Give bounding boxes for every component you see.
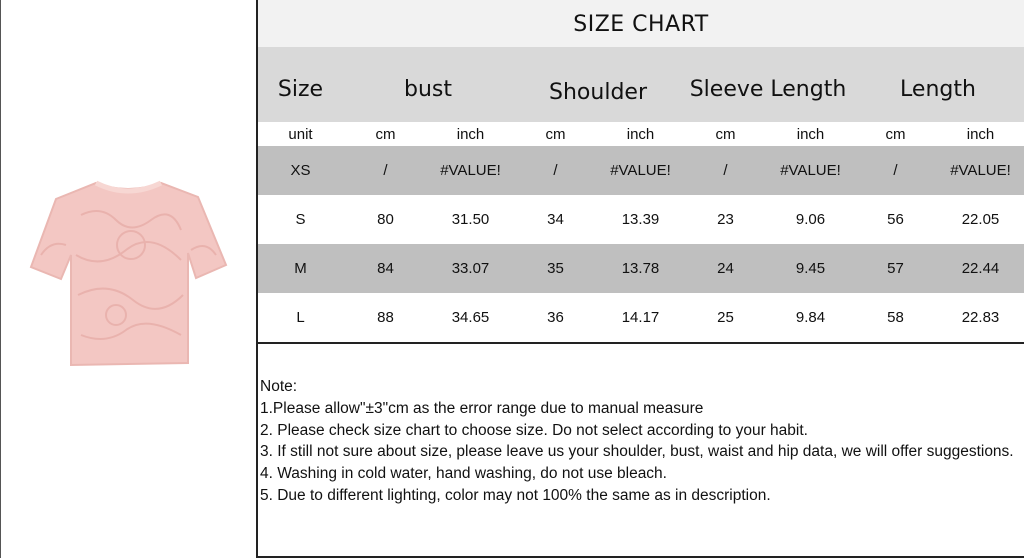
table-cell: 22.44 xyxy=(961,260,1000,277)
product-panel xyxy=(0,0,258,558)
note-line: 4. Washing in cold water, hand washing, … xyxy=(260,465,667,483)
table-cell: 80 xyxy=(377,211,394,228)
header-shoulder: Shoulder xyxy=(549,80,647,105)
unit-cell: cm xyxy=(885,125,906,143)
unit-cell: inch xyxy=(796,125,825,143)
table-row: L 88 34.65 36 14.17 25 9.84 58 22.83 xyxy=(258,293,1024,342)
table-row: S 80 31.50 34 13.39 23 9.06 56 22.05 xyxy=(258,195,1024,244)
header-bust: bust xyxy=(404,77,452,102)
note-line: 3. If still not sure about size, please … xyxy=(260,443,1014,461)
table-cell: 24 xyxy=(717,260,734,277)
size-chart: SIZE CHART Size bust Shoulder Sleeve Len… xyxy=(258,0,1024,558)
table-cell: 25 xyxy=(717,309,734,326)
header-length: Length xyxy=(900,77,976,102)
table-cell: 34 xyxy=(547,211,564,228)
header-sleeve-length: Sleeve Length xyxy=(689,77,847,102)
table-cell: L xyxy=(296,309,305,326)
table-cell: / xyxy=(893,162,898,179)
note-line: Note: xyxy=(260,378,298,395)
table-cell: 14.17 xyxy=(621,309,660,326)
table-cell: 13.39 xyxy=(621,211,660,228)
unit-cell: inch xyxy=(456,125,485,143)
note-line: 1.Please allow"±3"cm as the error range … xyxy=(260,399,704,417)
table-cell: 9.06 xyxy=(795,211,826,228)
table-cell: 9.84 xyxy=(795,309,826,326)
table-cell: M xyxy=(294,260,307,277)
table-row: XS / #VALUE! / #VALUE! / #VALUE! / #VALUE! xyxy=(258,146,1024,195)
unit-cell: cm xyxy=(375,125,396,143)
table-cell: 31.50 xyxy=(451,211,490,228)
table-cell: 36 xyxy=(547,309,564,326)
unit-cell: inch xyxy=(966,125,995,143)
table-cell: 9.45 xyxy=(795,260,826,277)
table-cell: 22.83 xyxy=(961,309,1000,326)
table-cell: / xyxy=(723,162,728,179)
unit-cell: inch xyxy=(626,125,655,143)
table-cell: / xyxy=(383,162,388,179)
table-cell: #VALUE! xyxy=(610,162,671,179)
table-cell: XS xyxy=(290,162,311,179)
note-line: 5. Due to different lighting, color may … xyxy=(260,486,771,504)
unit-cell: cm xyxy=(715,125,736,143)
note-line: 2. Please check size chart to choose siz… xyxy=(260,421,808,439)
unit-cell: unit xyxy=(288,125,313,143)
table-cell: 57 xyxy=(887,260,904,277)
header-row: Size bust Shoulder Sleeve Length Length xyxy=(258,47,1024,122)
unit-cell: cm xyxy=(545,125,566,143)
table-cell: 23 xyxy=(717,211,734,228)
header-size: Size xyxy=(277,77,324,102)
table-cell: 34.65 xyxy=(451,309,490,326)
chart-title: SIZE CHART xyxy=(258,0,1024,47)
table-cell: 22.05 xyxy=(961,211,1000,228)
table-row: M 84 33.07 35 13.78 24 9.45 57 22.44 xyxy=(258,244,1024,293)
table-cell: 88 xyxy=(377,309,394,326)
table-cell: S xyxy=(295,211,306,228)
notes: Note: 1.Please allow"±3"cm as the error r… xyxy=(258,342,1024,507)
table-cell: 35 xyxy=(547,260,564,277)
table-cell: 33.07 xyxy=(451,260,490,277)
table-cell: #VALUE! xyxy=(780,162,841,179)
unit-row: unit cm inch cm inch cm inch cm inch xyxy=(258,122,1024,146)
product-image xyxy=(29,180,228,367)
table-cell: 56 xyxy=(887,211,904,228)
table-cell: #VALUE! xyxy=(950,162,1011,179)
table-cell: 58 xyxy=(887,309,904,326)
table-cell: #VALUE! xyxy=(440,162,501,179)
table-cell: 84 xyxy=(377,260,394,277)
table-cell: / xyxy=(553,162,558,179)
table-cell: 13.78 xyxy=(621,260,660,277)
